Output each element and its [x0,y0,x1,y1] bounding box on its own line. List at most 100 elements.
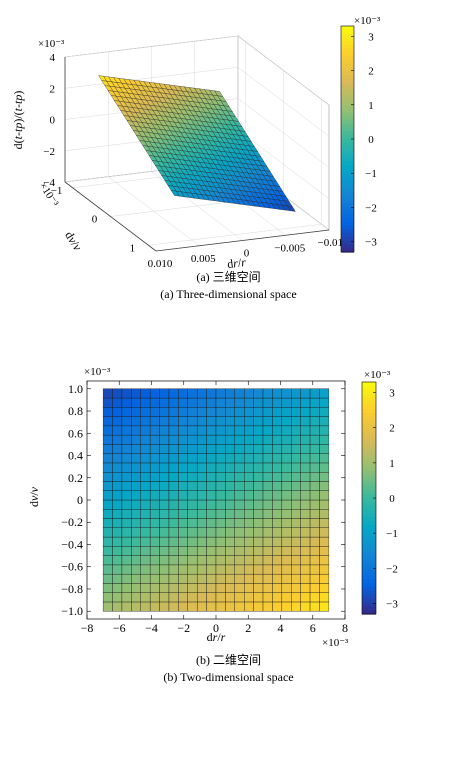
heatmap-cell [319,388,330,399]
heatmap-cell [234,397,245,408]
heatmap-cell [215,573,226,584]
heatmap-cell [178,509,188,519]
heatmap-cell [291,407,301,417]
heatmap-cell [272,527,283,538]
heatmap-cell [187,481,198,491]
heatmap-cell [206,555,217,566]
heatmap-cell [187,416,198,427]
x-tick-label: 4 [278,621,284,635]
colorbar-segment [341,225,354,230]
heatmap-cell [319,573,330,584]
heatmap-cell [178,555,188,566]
heatmap-cell [168,555,179,566]
heatmap-cell [102,518,113,529]
heatmap-cell [215,527,226,538]
heatmap-cell [131,546,141,556]
colorbar-segment [341,67,354,72]
colorbar-tick-label: 1 [368,100,374,112]
heatmap-cell [121,462,132,473]
y-tick-label: 0.8 [68,404,83,418]
heatmap-cell [225,546,236,556]
heatmap-cell [262,499,273,510]
heatmap-cell [319,546,330,556]
heatmap-cell [253,490,264,501]
heatmap-cell [140,546,151,556]
heatmap-cell [149,592,160,603]
heatmap-cell [178,499,188,510]
x-tick-label: 0 [244,248,250,260]
heatmap-cell [121,425,132,436]
colorbar-segment [362,567,376,573]
colorbar-segment [341,78,354,84]
heatmap-cell [215,601,226,612]
heatmap-cell [244,453,254,464]
colorbar-segment [341,203,354,208]
heatmap-cell [102,509,113,519]
heatmap-cell [225,397,236,408]
colorbar-segment [362,598,376,603]
heatmap-cell [121,416,132,427]
heatmap-cell [178,416,188,427]
heatmap-cell [196,397,207,408]
heatmap-cell [244,564,254,575]
colorbar-segment [341,131,354,136]
colorbar-segment [362,420,376,426]
heatmap-cell [300,499,311,510]
heatmap-cell [234,509,245,519]
heatmap-cell [140,527,151,538]
heatmap-cell [206,444,217,454]
heatmap-cell [234,555,245,566]
heatmap-cell [196,453,207,464]
heatmap-cell [291,471,301,482]
colorbar-tick-label: 0 [368,134,374,146]
colorbar-segment [362,416,376,422]
x-tick-label: 8 [342,621,348,635]
heatmap-cell [291,564,301,575]
heatmap-cell [187,555,198,566]
heatmap-cell [272,462,283,473]
heatmap-cell [102,481,113,491]
heatmap-cell [187,462,198,473]
heatmap-cell [244,546,254,556]
colorbar-segment [341,206,354,212]
colorbar-segment [362,509,376,515]
heatmap-cell [300,555,311,566]
heatmap-cell [140,388,151,399]
heatmap-cell [140,471,151,482]
y-tick-label: −1 [51,185,63,197]
heatmap-cell [196,490,207,501]
heatmap-cell [225,416,236,427]
heatmap-cell [262,509,273,519]
heatmap-cell [159,583,170,593]
heatmap-cell [121,583,132,593]
colorbar-segment [362,586,376,592]
y-tick-label: 0.6 [68,426,83,440]
z-axis-label: d(t-tp)/(t-tp) [11,91,25,150]
heatmap-cell [234,388,245,399]
heatmap-cell [319,509,330,519]
colorbar-segment [362,490,376,495]
heatmap-cell [319,527,330,538]
heatmap-cell [140,573,151,584]
heatmap-cell [159,453,170,464]
heatmap-cell [196,564,207,575]
heatmap-cell [140,425,151,436]
heatmap-cell [112,416,123,427]
x-axis-label: dr/r [226,255,247,271]
heatmap-cell [244,425,254,436]
colorbar-segment [362,594,376,600]
heatmap-cell [319,481,330,491]
heatmap-cell [234,573,245,584]
heatmap-cell [131,601,141,612]
heatmap-cell [159,490,170,501]
heatmap-cell [149,407,160,417]
heatmap-cell [159,564,170,575]
heatmap-cell [121,564,132,575]
heatmap-cell [291,490,301,501]
heatmap-cell [102,527,113,538]
colorbar-segment [362,590,376,596]
colorbar-tick-label: −3 [386,598,398,610]
x-tick-label: 6 [310,621,316,635]
heatmap-cell [178,564,188,575]
